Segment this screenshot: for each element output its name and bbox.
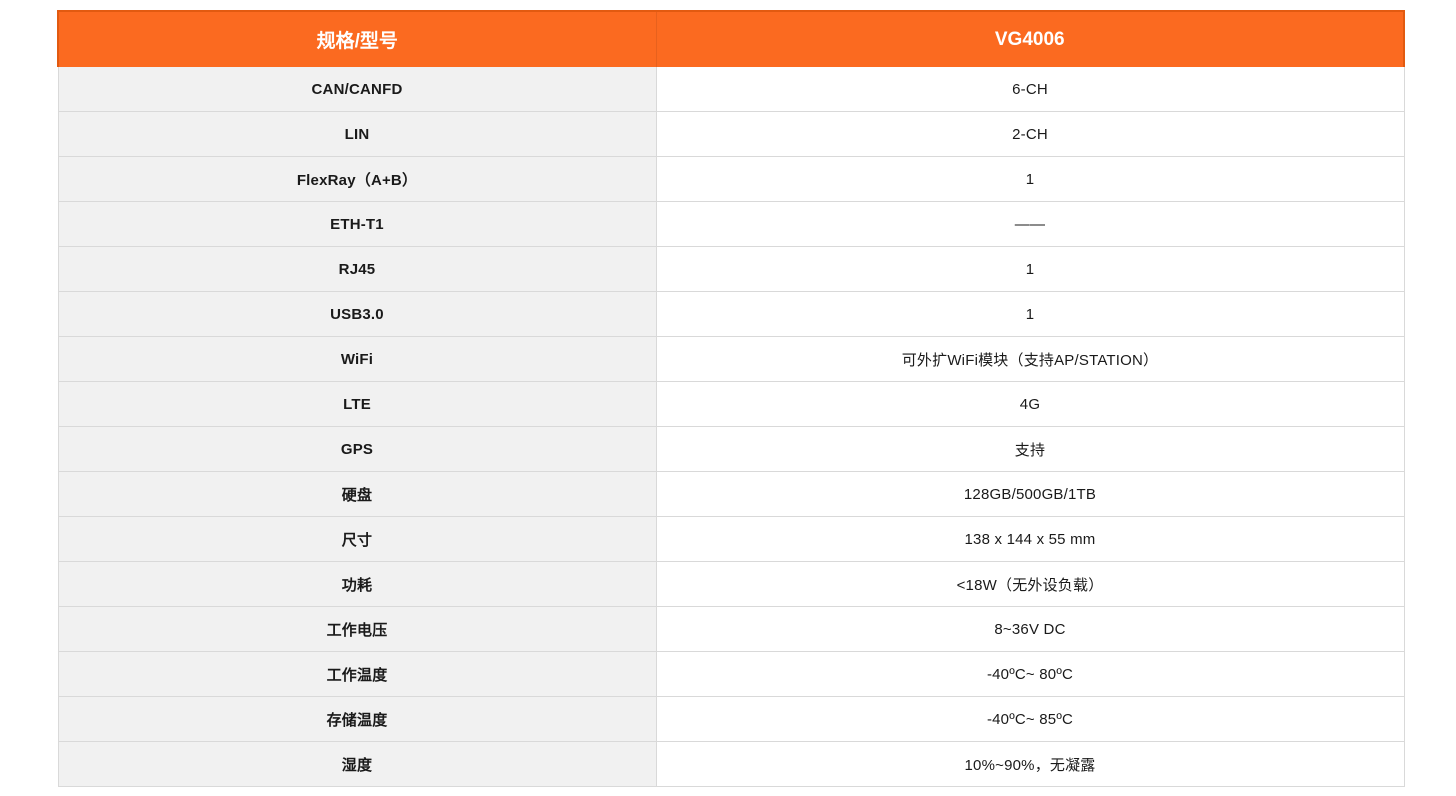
spec-value-cell: 128GB/500GB/1TB xyxy=(656,471,1405,517)
table-row: 硬盘 128GB/500GB/1TB xyxy=(57,471,1405,517)
table-row: 工作电压 8~36V DC xyxy=(57,606,1405,652)
table-row: 工作温度 -40ºC~ 80ºC xyxy=(57,651,1405,697)
spec-label-cell: RJ45 xyxy=(57,246,657,292)
table-row: CAN/CANFD 6-CH xyxy=(57,67,1405,112)
spec-label-cell: 湿度 xyxy=(57,741,657,787)
spec-label-cell: LIN xyxy=(57,111,657,157)
spec-value-cell: 1 xyxy=(656,246,1405,292)
spec-table-header: 规格/型号 VG4006 xyxy=(57,10,1405,67)
header-row: 规格/型号 VG4006 xyxy=(57,10,1405,67)
spec-label-cell: GPS xyxy=(57,426,657,472)
spec-value-cell: 138 x 144 x 55 mm xyxy=(656,516,1405,562)
table-row: WiFi 可外扩WiFi模块（支持AP/STATION） xyxy=(57,336,1405,382)
table-row: USB3.0 1 xyxy=(57,291,1405,337)
spec-table-body: CAN/CANFD 6-CH LIN 2-CH FlexRay（A+B） 1 E… xyxy=(57,67,1405,787)
spec-label-cell: FlexRay（A+B） xyxy=(57,156,657,202)
spec-label-cell: CAN/CANFD xyxy=(57,67,657,112)
spec-value-cell: -40ºC~ 80ºC xyxy=(656,651,1405,697)
spec-value-cell: <18W（无外设负载） xyxy=(656,561,1405,607)
spec-label-cell: USB3.0 xyxy=(57,291,657,337)
spec-value-cell: 支持 xyxy=(656,426,1405,472)
table-row: ETH-T1 —— xyxy=(57,201,1405,247)
spec-value-cell: 可外扩WiFi模块（支持AP/STATION） xyxy=(656,336,1405,382)
table-row: LTE 4G xyxy=(57,381,1405,427)
spec-label-cell: 功耗 xyxy=(57,561,657,607)
spec-label-cell: 工作温度 xyxy=(57,651,657,697)
spec-value-cell: -40ºC~ 85ºC xyxy=(656,696,1405,742)
table-row: 功耗 <18W（无外设负载） xyxy=(57,561,1405,607)
spec-label-cell: LTE xyxy=(57,381,657,427)
table-row: 湿度 10%~90%，无凝露 xyxy=(57,741,1405,787)
spec-value-cell: 1 xyxy=(656,156,1405,202)
spec-label-cell: 存储温度 xyxy=(57,696,657,742)
table-row: GPS 支持 xyxy=(57,426,1405,472)
table-row: LIN 2-CH xyxy=(57,111,1405,157)
spec-table: 规格/型号 VG4006 CAN/CANFD 6-CH LIN 2-CH Fle… xyxy=(57,10,1405,787)
table-row: 存储温度 -40ºC~ 85ºC xyxy=(57,696,1405,742)
spec-value-cell: 4G xyxy=(656,381,1405,427)
table-row: RJ45 1 xyxy=(57,246,1405,292)
spec-label-cell: ETH-T1 xyxy=(57,201,657,247)
spec-label-cell: WiFi xyxy=(57,336,657,382)
spec-value-cell: 1 xyxy=(656,291,1405,337)
spec-value-cell: 8~36V DC xyxy=(656,606,1405,652)
spec-value-cell: 10%~90%，无凝露 xyxy=(656,741,1405,787)
table-row: FlexRay（A+B） 1 xyxy=(57,156,1405,202)
spec-header-cell: 规格/型号 xyxy=(57,10,656,67)
spec-value-cell: —— xyxy=(656,201,1405,247)
spec-label-cell: 尺寸 xyxy=(57,516,657,562)
spec-label-cell: 硬盘 xyxy=(57,471,657,517)
spec-value-cell: 2-CH xyxy=(656,111,1405,157)
model-header-cell: VG4006 xyxy=(655,10,1405,67)
spec-label-cell: 工作电压 xyxy=(57,606,657,652)
spec-value-cell: 6-CH xyxy=(656,67,1405,112)
table-row: 尺寸 138 x 144 x 55 mm xyxy=(57,516,1405,562)
